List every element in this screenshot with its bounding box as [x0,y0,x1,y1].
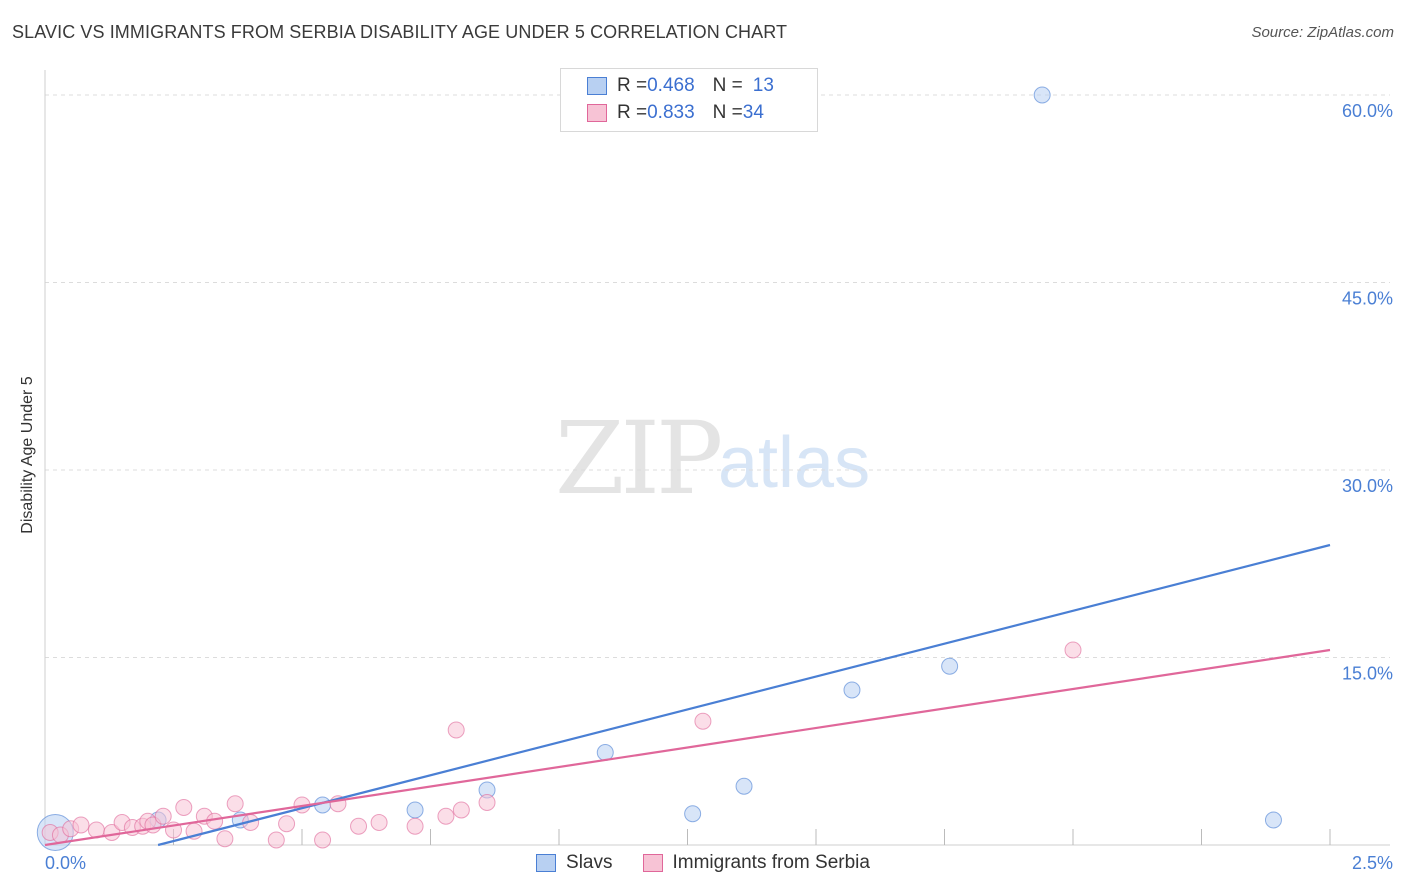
watermark-zip: ZIP [555,400,723,517]
legend-row-slavs: R = 0.468 N = 13 [587,74,774,98]
y-tick-label: 30.0% [1342,476,1393,496]
serbia-point [478,794,496,811]
serbia-point [447,721,465,739]
legend-item-serbia[interactable]: Immigrants from Serbia [642,852,870,874]
slavs-point [941,657,959,675]
serbia-point [154,807,172,825]
slavs-point [1264,811,1282,829]
serbia-point [452,801,470,819]
serbia-point [175,799,193,816]
legend-n-value: 13 [752,75,774,96]
slavs-trendline [157,543,1331,847]
serbia-swatch-icon [587,104,607,122]
serbia-point [278,815,296,833]
serbia-point [437,807,455,825]
legend-label-slavs: Slavs [566,852,613,873]
x-tick-label: 0.0% [45,853,86,873]
legend-row-serbia: R = 0.833 N = 34 [587,101,764,125]
y-tick-label: 60.0% [1342,101,1393,121]
serbia-point [694,712,712,730]
serbia-point [350,817,368,835]
chart-title: SLAVIC VS IMMIGRANTS FROM SERBIA DISABIL… [12,22,788,42]
serbia-point [1064,641,1082,659]
legend-box: R = 0.468 N = 13 R = 0.833 N = 34 [560,68,818,132]
serbia-legend-icon [642,854,663,872]
legend-label-serbia: Immigrants from Serbia [672,852,870,873]
slavs-legend-icon [536,854,557,872]
serbia-point [267,831,285,849]
legend-r-label: R = [617,75,648,96]
serbia-point [370,814,388,831]
legend-n-label: N = [712,75,743,96]
serbia-point [314,831,332,849]
serbia-point [72,816,90,834]
slavs-point [843,681,861,699]
legend-r-value: 0.833 [647,102,695,123]
slavs-point [684,805,702,823]
y-tick-label: 15.0% [1342,664,1393,684]
bottom-legend: Slavs Immigrants from Serbia [0,852,1406,874]
serbia-point [406,817,424,835]
x-tick-label: 2.5% [1352,853,1393,873]
serbia-point [206,812,224,830]
legend-r-value: 0.468 [647,75,695,96]
legend-item-slavs[interactable]: Slavs [536,852,613,874]
legend-r-label: R = [617,102,648,123]
serbia-trendline [44,648,1331,847]
watermark-atlas: atlas [718,423,871,503]
serbia-point [226,795,244,813]
legend-n-value: 34 [742,102,764,123]
chart-source: Source: ZipAtlas.com [1251,24,1394,41]
slavs-point [735,777,753,795]
legend-n-label: N = [712,102,743,123]
y-tick-label: 45.0% [1342,289,1393,309]
slavs-swatch-icon [587,77,607,95]
slavs-point [1033,86,1051,104]
slavs-point [406,801,424,819]
serbia-point [216,830,234,848]
